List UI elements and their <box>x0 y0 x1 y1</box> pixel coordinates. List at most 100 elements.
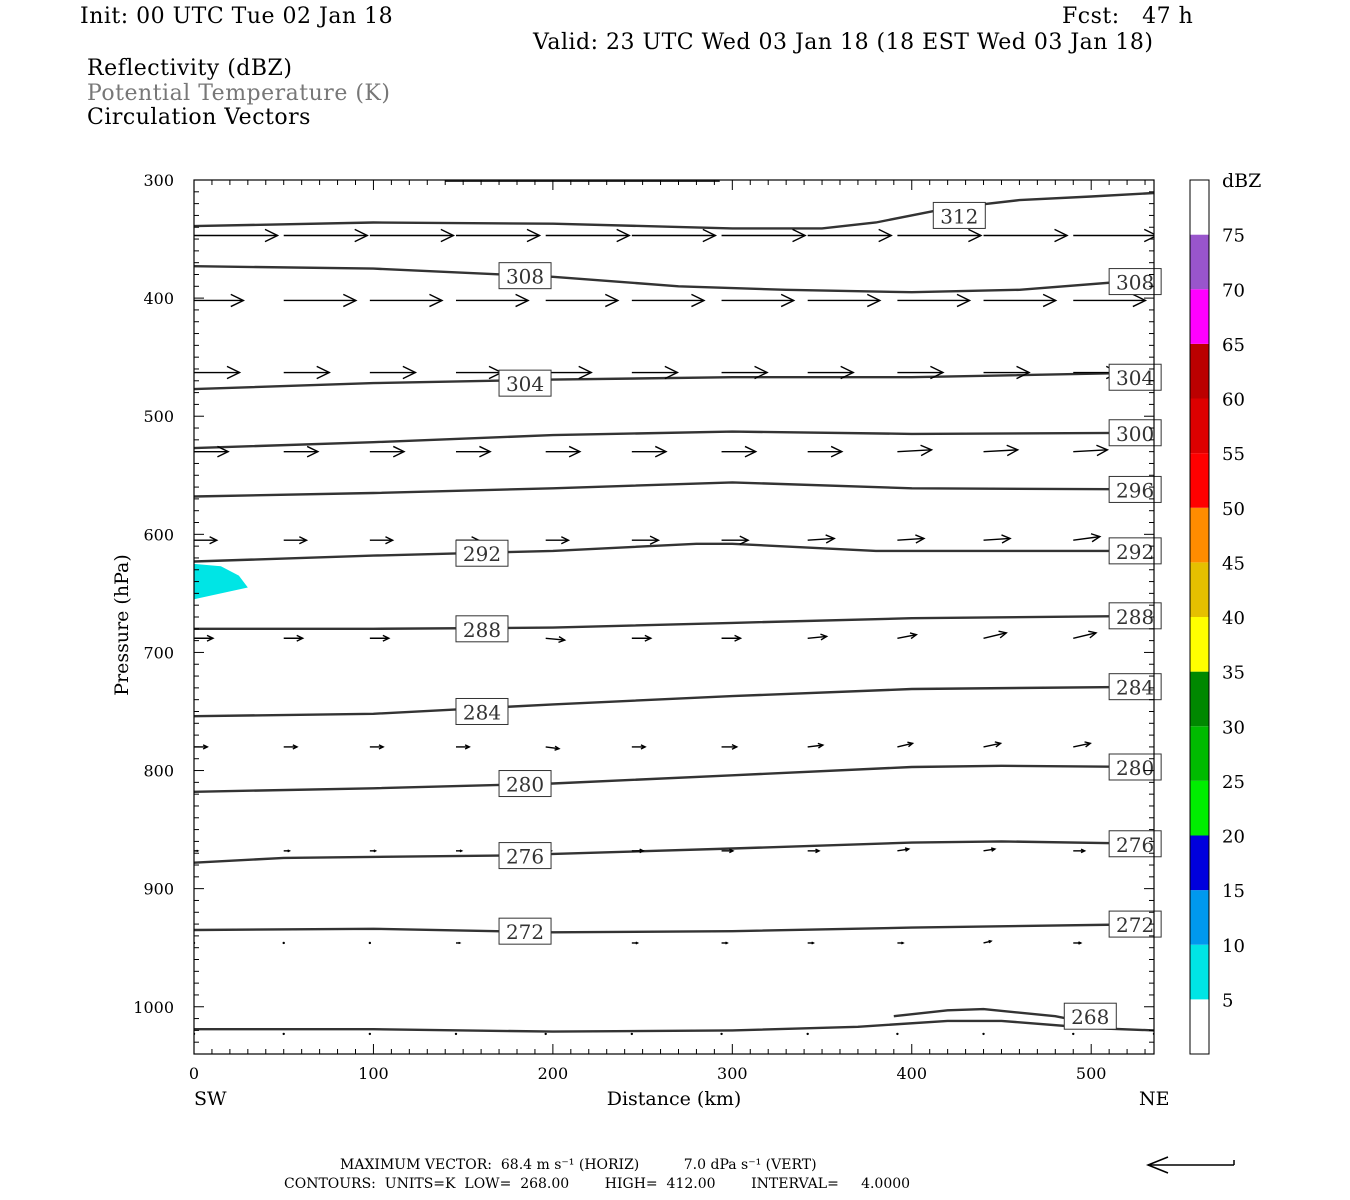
vector-head <box>1016 365 1031 380</box>
circulation-vector <box>807 633 829 641</box>
vector-shaft <box>1073 632 1097 639</box>
contour-label-box <box>1108 268 1162 296</box>
vector-head <box>639 848 645 854</box>
circulation-vector <box>369 293 444 308</box>
vector-shaft <box>983 632 1007 639</box>
circulation-vector <box>369 365 418 380</box>
contour-label: 296 <box>1116 478 1154 502</box>
vector-shaft <box>1244 537 1271 541</box>
reflectivity-area <box>194 563 248 600</box>
circulation-vector <box>631 535 661 545</box>
circulation-vector <box>983 444 1020 457</box>
colorbar-swatch <box>1190 289 1209 344</box>
vector-head <box>292 744 299 750</box>
circulation-vector <box>807 445 844 458</box>
vector-shaft <box>807 635 827 639</box>
colorbar-swatch <box>1190 398 1209 454</box>
circulation-vector <box>721 634 743 642</box>
vector-head <box>1162 849 1166 852</box>
circulation-vector <box>1243 1033 1245 1035</box>
vector-head <box>561 536 571 545</box>
vector-head <box>878 228 893 243</box>
circulation-vector <box>631 941 640 945</box>
circulation-vector <box>1244 445 1278 455</box>
x-tick-label: 500 <box>1076 1064 1107 1083</box>
theta-contour-292 <box>194 542 1154 563</box>
vector-shaft <box>1073 449 1108 453</box>
colorbar-swatch <box>1190 999 1209 1054</box>
vector-head <box>815 848 821 854</box>
contour-label-box <box>1108 830 1162 858</box>
vector-head <box>930 365 945 380</box>
circulation-vector <box>806 1032 809 1036</box>
field-circulation-vectors: Circulation Vectors <box>87 105 311 130</box>
colorbar-frame <box>1189 179 1210 1055</box>
vector-head <box>568 445 582 458</box>
vector-shaft <box>897 449 932 453</box>
contour-label: 308 <box>1116 271 1154 295</box>
x-tick-label: 0 <box>189 1064 199 1083</box>
circulation-vector <box>283 293 358 308</box>
vector-head <box>820 633 829 641</box>
vector-head <box>1261 534 1270 542</box>
vector-head <box>1084 741 1092 748</box>
contour-label: 308 <box>506 265 544 289</box>
vector-head <box>296 634 305 642</box>
colorbar-swatch <box>1190 234 1209 290</box>
circulation-vector <box>368 1032 372 1036</box>
theta-contour-312 <box>194 191 1154 230</box>
circulation-vector <box>1073 293 1148 308</box>
circulation-vector <box>545 636 567 644</box>
vector-head <box>1080 848 1087 854</box>
circulation-vector <box>369 228 456 243</box>
circulation-vector <box>282 1032 285 1036</box>
y-tick-label: 300 <box>143 171 174 190</box>
vector-head <box>429 293 444 308</box>
circulation-vector <box>455 445 492 458</box>
colorbar-swatch <box>1190 507 1209 563</box>
circulation-vector <box>1244 631 1267 638</box>
circulation-vector <box>545 745 561 751</box>
x-end-label-right: NE <box>1139 1088 1170 1110</box>
contour-label: 304 <box>1116 366 1154 390</box>
circulation-vector <box>194 849 200 853</box>
vector-head <box>731 743 739 750</box>
vector-head <box>968 228 983 243</box>
circulation-vector <box>455 365 504 380</box>
vector-head <box>378 744 385 750</box>
contour-label-box <box>1108 419 1162 447</box>
y-tick-label: 600 <box>143 525 174 544</box>
x-tick-label: 200 <box>538 1064 569 1083</box>
circulation-vector <box>369 445 406 458</box>
vector-head <box>1006 444 1020 457</box>
circulation-vector <box>282 941 285 945</box>
circulation-vector <box>283 365 331 380</box>
circulation-vector <box>807 742 825 749</box>
colorbar-label: 50 <box>1222 499 1245 520</box>
vector-head <box>1177 445 1188 455</box>
vector-shaft <box>1244 299 1316 301</box>
vector-head <box>1169 631 1177 638</box>
colorbar-label: 75 <box>1222 226 1245 247</box>
circulation-vector <box>631 293 706 308</box>
vector-head <box>994 741 1003 748</box>
circulation-vector <box>1073 630 1098 639</box>
vector-head <box>209 536 219 545</box>
circulation-vector <box>982 1032 985 1036</box>
circulation-vector <box>983 228 1069 243</box>
theta-contour-284 <box>194 685 1154 718</box>
y-tick-label: 700 <box>143 643 174 662</box>
theta-contour-268 <box>194 1019 1154 1033</box>
vector-head <box>526 228 542 243</box>
vector-shaft <box>983 848 996 852</box>
vector-head <box>1161 942 1164 945</box>
circulation-vector <box>897 741 915 748</box>
circulation-vector <box>983 847 997 852</box>
circulation-vector <box>545 445 582 458</box>
vector-head <box>739 535 750 545</box>
vector-head <box>373 849 378 853</box>
vector-shaft <box>1244 633 1267 638</box>
vector-shaft <box>1073 535 1100 541</box>
vector-head <box>1303 293 1316 305</box>
vector-shaft <box>1153 746 1154 747</box>
